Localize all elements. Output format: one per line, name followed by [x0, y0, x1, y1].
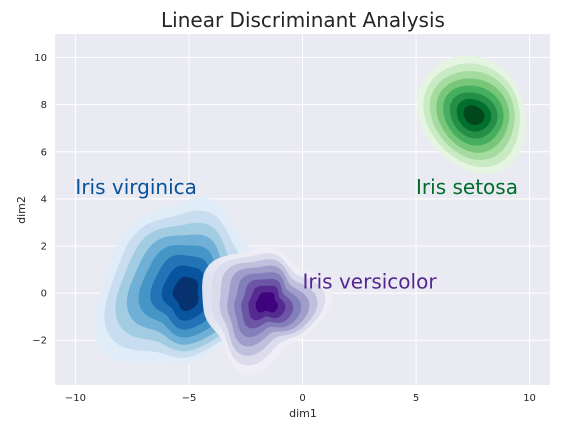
series-label: Iris versicolor [303, 269, 438, 293]
x-tick-labels: −10 −5 0 5 10 [65, 393, 536, 404]
y-tick-label: 4 [41, 194, 47, 205]
class-labels: Iris virginica Iris versicolor Iris setosa [75, 175, 518, 293]
y-tick-labels: −2 0 2 4 6 8 10 [32, 53, 47, 347]
y-tick-label: 6 [41, 147, 47, 158]
y-tick-label: 10 [34, 53, 47, 64]
contour-level [172, 276, 199, 311]
y-tick-label: 0 [41, 289, 47, 300]
x-tick-label: 10 [523, 393, 536, 404]
contour-group [416, 55, 526, 175]
x-tick-label: 5 [413, 393, 419, 404]
x-tick-label: 0 [299, 393, 305, 404]
series-label: Iris virginica [75, 175, 196, 199]
contour-level [463, 105, 485, 125]
y-tick-label: 8 [41, 100, 47, 111]
contour-level [255, 292, 278, 313]
density-contours [94, 55, 526, 376]
y-axis-label: dim2 [15, 196, 28, 224]
x-tick-label: −5 [182, 393, 197, 404]
y-tick-label: 2 [41, 242, 47, 253]
series-label: Iris setosa [416, 175, 518, 199]
chart-title: Linear Discriminant Analysis [161, 8, 445, 32]
x-axis-label: dim1 [289, 407, 317, 420]
contour-group [202, 246, 333, 376]
x-tick-label: −10 [65, 393, 86, 404]
y-tick-label: −2 [32, 336, 47, 347]
